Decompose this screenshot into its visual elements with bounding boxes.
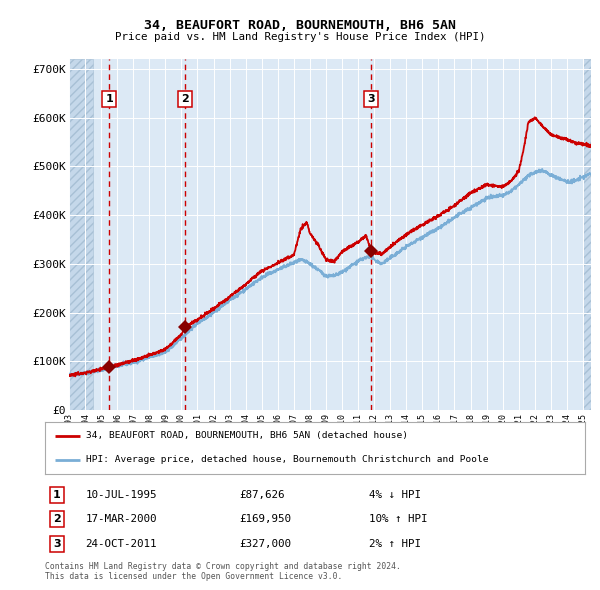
Text: 10-JUL-1995: 10-JUL-1995: [86, 490, 157, 500]
Text: £87,626: £87,626: [239, 490, 285, 500]
Text: 2: 2: [53, 514, 61, 524]
Text: 17-MAR-2000: 17-MAR-2000: [86, 514, 157, 524]
Text: This data is licensed under the Open Government Licence v3.0.: This data is licensed under the Open Gov…: [45, 572, 343, 581]
Text: 2% ↑ HPI: 2% ↑ HPI: [369, 539, 421, 549]
Text: 24-OCT-2011: 24-OCT-2011: [86, 539, 157, 549]
Text: HPI: Average price, detached house, Bournemouth Christchurch and Poole: HPI: Average price, detached house, Bour…: [86, 455, 488, 464]
Text: 3: 3: [367, 94, 375, 104]
Text: 3: 3: [53, 539, 61, 549]
Text: 10% ↑ HPI: 10% ↑ HPI: [369, 514, 427, 524]
Text: Contains HM Land Registry data © Crown copyright and database right 2024.: Contains HM Land Registry data © Crown c…: [45, 562, 401, 571]
Text: £169,950: £169,950: [239, 514, 292, 524]
Text: 1: 1: [106, 94, 113, 104]
Text: £327,000: £327,000: [239, 539, 292, 549]
Text: 2: 2: [181, 94, 188, 104]
Text: 4% ↓ HPI: 4% ↓ HPI: [369, 490, 421, 500]
Text: Price paid vs. HM Land Registry's House Price Index (HPI): Price paid vs. HM Land Registry's House …: [115, 32, 485, 42]
Text: 34, BEAUFORT ROAD, BOURNEMOUTH, BH6 5AN (detached house): 34, BEAUFORT ROAD, BOURNEMOUTH, BH6 5AN …: [86, 431, 407, 440]
Text: 34, BEAUFORT ROAD, BOURNEMOUTH, BH6 5AN: 34, BEAUFORT ROAD, BOURNEMOUTH, BH6 5AN: [144, 19, 456, 32]
Text: 1: 1: [53, 490, 61, 500]
